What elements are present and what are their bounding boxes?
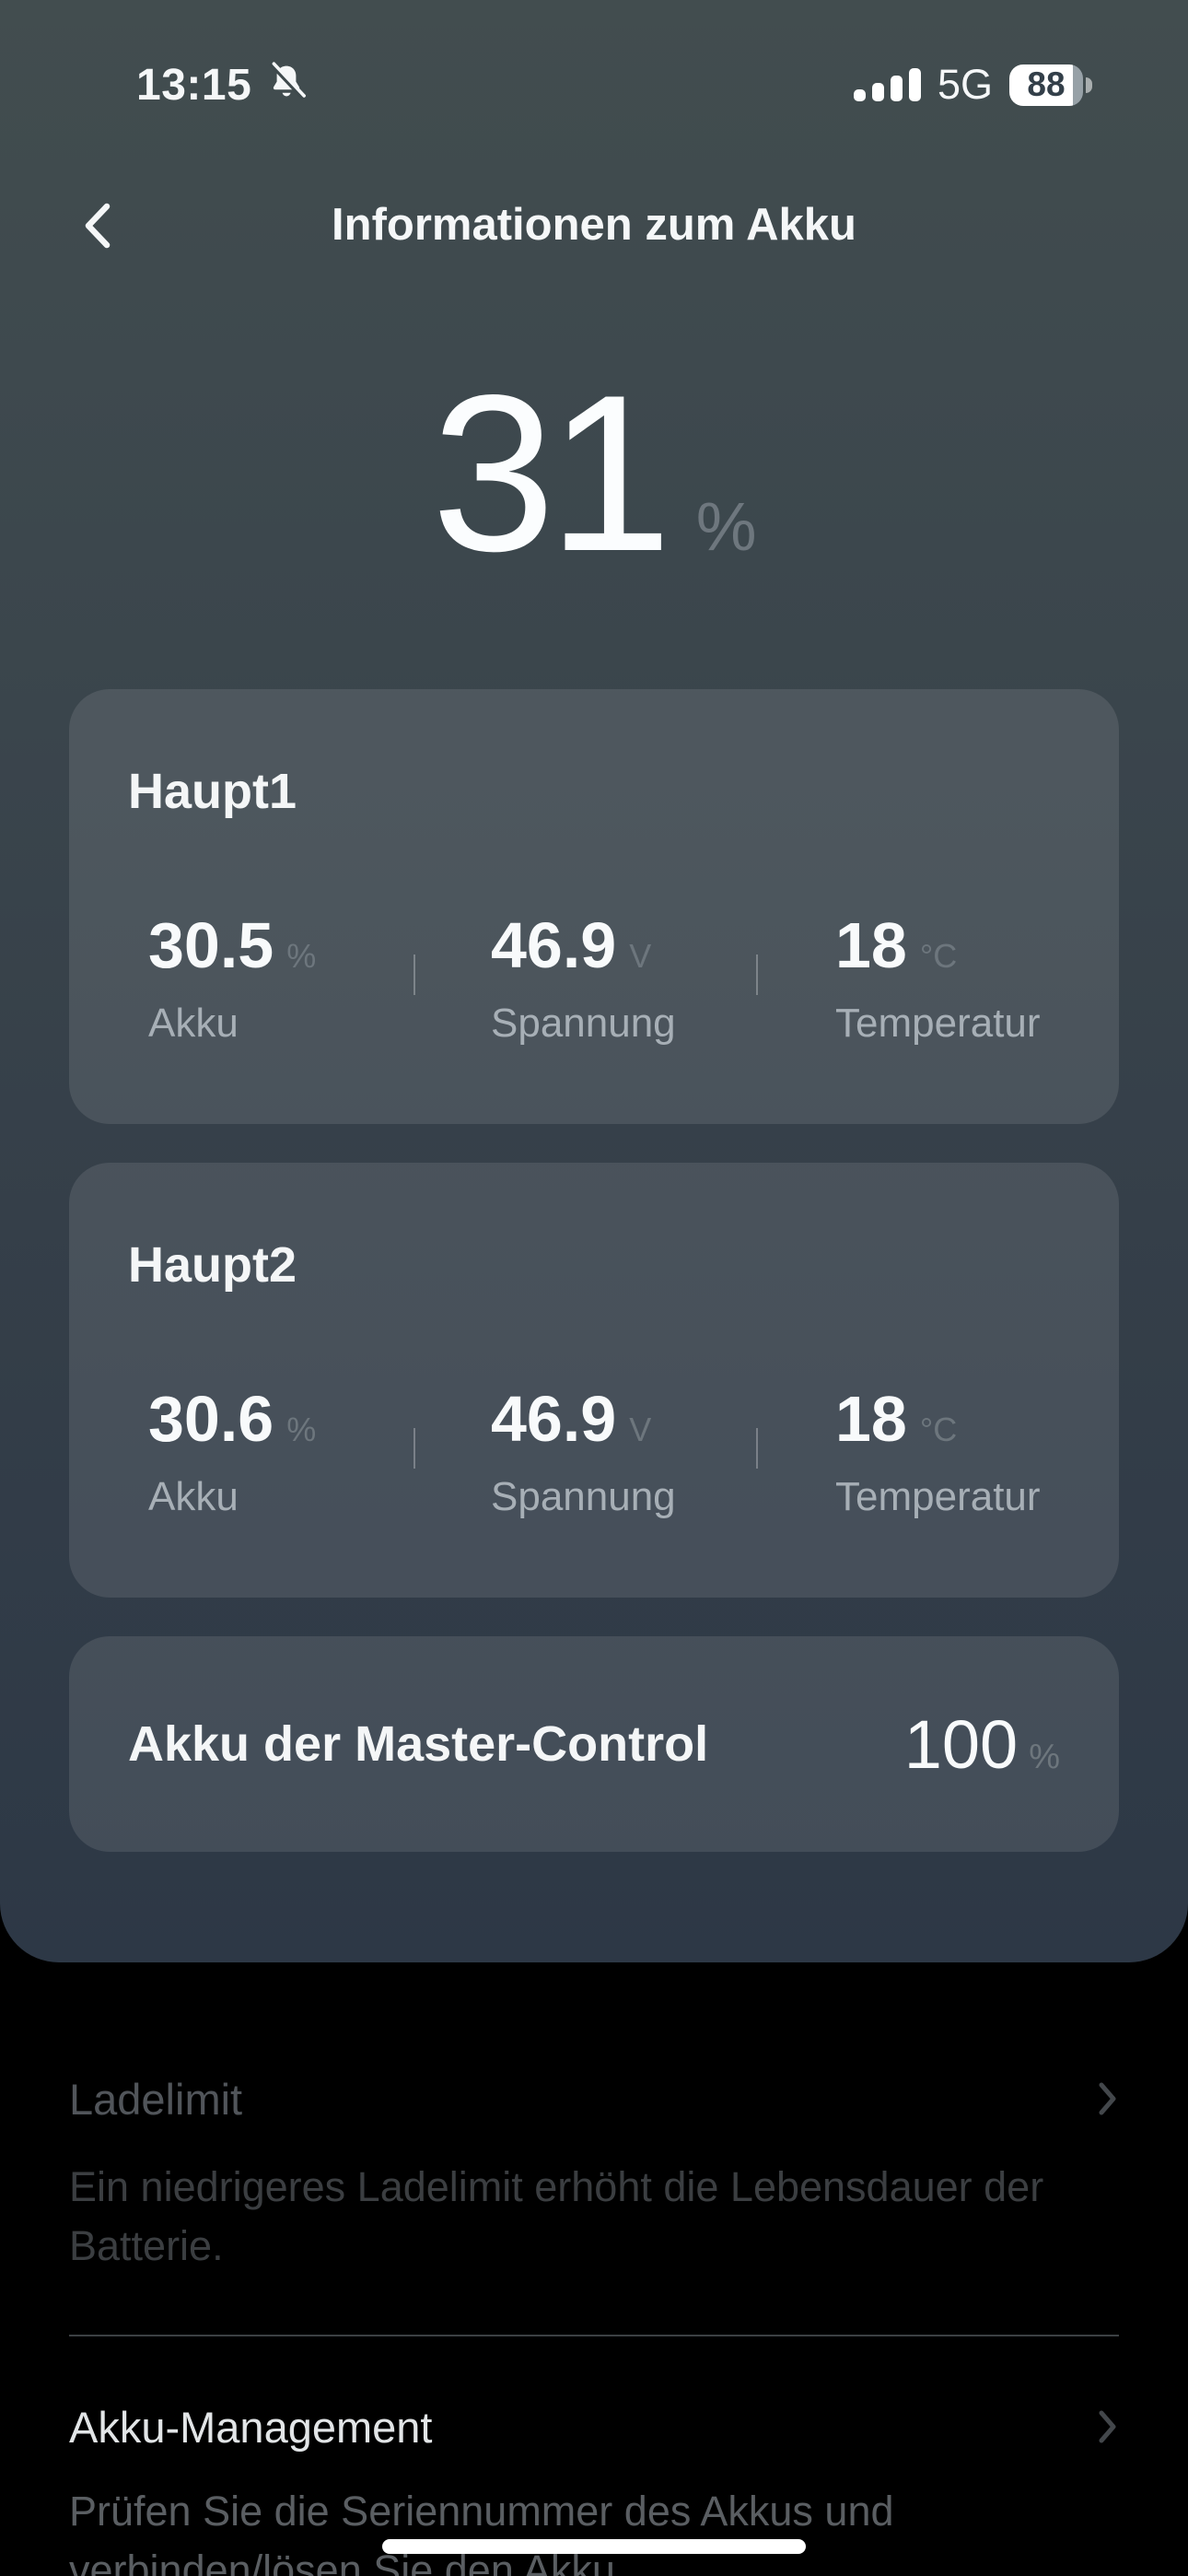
back-chevron-icon: [85, 203, 111, 249]
status-bar: 13:15 5G 88: [0, 59, 1188, 111]
akku-management-label: Akku-Management: [69, 2402, 433, 2452]
module-name: Haupt1: [128, 764, 297, 819]
stat-divider: [756, 954, 758, 995]
master-control-value-group: 100 %: [904, 1705, 1060, 1784]
bell-slash-icon: [264, 61, 309, 110]
module-name: Haupt2: [128, 1237, 297, 1293]
stat-label: Spannung: [491, 1474, 676, 1519]
battery-cap: [1086, 76, 1092, 93]
status-bar-left: 13:15: [136, 59, 309, 111]
stat-label: Spannung: [491, 1001, 676, 1046]
module-card-haupt2: Haupt2 30.6 % Akku 46.9 V Spannung 18: [69, 1163, 1119, 1598]
stat-value: 18: [835, 909, 907, 981]
row-ladelimit[interactable]: Ladelimit: [69, 2056, 1119, 2141]
back-button[interactable]: [79, 201, 116, 251]
stat-unit: °C: [919, 937, 958, 975]
battery-info-sheet: 13:15 5G 88: [0, 0, 1188, 1962]
section-divider: [69, 2335, 1119, 2336]
stat-label: Temperatur: [835, 1001, 1041, 1046]
battery-level-value: 88: [1009, 64, 1083, 106]
stat-unit: %: [286, 1411, 317, 1448]
stat-akku: 30.6 % Akku: [148, 1386, 316, 1520]
chevron-right-icon: [1099, 2082, 1116, 2115]
stat-unit: V: [629, 1411, 652, 1448]
ladelimit-description: Ein niedrigeres Ladelimit erhöht die Leb…: [69, 2163, 1044, 2269]
ladelimit-label: Ladelimit: [69, 2074, 243, 2124]
stat-label: Akku: [148, 1474, 239, 1519]
stat-divider: [413, 954, 415, 995]
battery-percent-unit: %: [695, 488, 757, 565]
nav-bar: Informationen zum Akku: [0, 195, 1188, 254]
stat-unit: °C: [919, 1411, 958, 1448]
row-akku-management[interactable]: Akku-Management: [69, 2384, 1119, 2469]
stat-spannung: 46.9 V Spannung: [491, 1386, 676, 1520]
stat-temperatur: 18 °C Temperatur: [835, 912, 1041, 1047]
stat-value: 46.9: [491, 909, 617, 981]
stat-temperatur: 18 °C Temperatur: [835, 1386, 1041, 1520]
module-card-haupt1: Haupt1 30.5 % Akku 46.9 V Spannung 18: [69, 689, 1119, 1124]
akku-management-description: Prüfen Sie die Seriennummer des Akkus un…: [69, 2488, 894, 2576]
cellular-signal-icon: [853, 68, 921, 101]
battery-percent-value: 31: [431, 349, 672, 598]
stat-spannung: 46.9 V Spannung: [491, 912, 676, 1047]
chevron-right-icon: [1099, 2410, 1116, 2443]
stat-value: 30.6: [148, 1383, 274, 1455]
master-control-value: 100: [903, 1705, 1019, 1783]
stat-value: 18: [835, 1383, 907, 1455]
stat-unit: V: [629, 937, 652, 975]
page-title: Informationen zum Akku: [332, 200, 856, 250]
master-control-unit: %: [1029, 1737, 1060, 1776]
stat-divider: [756, 1428, 758, 1469]
battery-summary: 31 %: [0, 356, 1188, 593]
master-control-label: Akku der Master-Control: [128, 1716, 709, 1772]
stat-value: 30.5: [148, 909, 274, 981]
master-control-card: Akku der Master-Control 100 %: [69, 1636, 1119, 1852]
stat-label: Temperatur: [835, 1474, 1041, 1519]
home-indicator[interactable]: [382, 2539, 806, 2554]
stat-akku: 30.5 % Akku: [148, 912, 316, 1047]
battery-icon: 88: [1009, 64, 1092, 106]
stat-label: Akku: [148, 1001, 239, 1046]
status-bar-right: 5G 88: [853, 59, 1092, 111]
stat-value: 46.9: [491, 1383, 617, 1455]
status-time: 13:15: [136, 60, 252, 110]
stat-divider: [413, 1428, 415, 1469]
network-type-label: 5G: [937, 61, 993, 108]
stat-unit: %: [286, 937, 317, 975]
